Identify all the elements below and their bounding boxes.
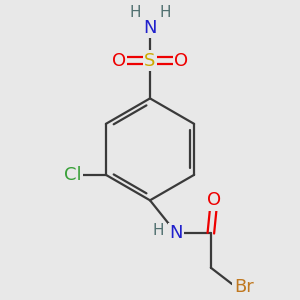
Text: O: O — [112, 52, 126, 70]
Text: H: H — [159, 5, 170, 20]
Text: Cl: Cl — [64, 166, 82, 184]
Text: H: H — [130, 5, 141, 20]
Text: N: N — [143, 19, 157, 37]
Text: H: H — [152, 223, 164, 238]
Text: N: N — [169, 224, 183, 242]
Text: S: S — [144, 52, 156, 70]
Text: Br: Br — [234, 278, 254, 296]
Text: O: O — [174, 52, 188, 70]
Text: O: O — [207, 191, 221, 209]
